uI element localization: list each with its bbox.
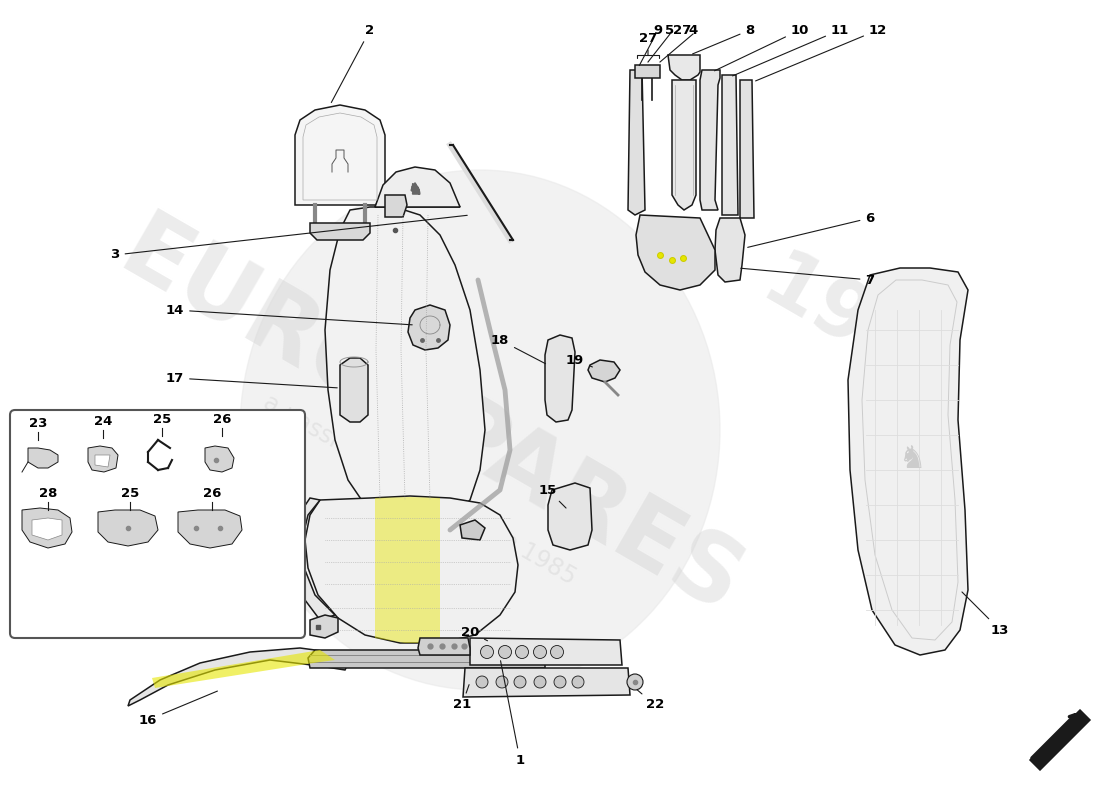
Text: 27: 27 bbox=[637, 31, 659, 58]
Polygon shape bbox=[305, 496, 518, 643]
Text: 10: 10 bbox=[715, 23, 810, 71]
Polygon shape bbox=[310, 615, 338, 638]
Ellipse shape bbox=[240, 170, 720, 690]
Text: 25: 25 bbox=[153, 413, 172, 426]
Polygon shape bbox=[463, 668, 630, 697]
Polygon shape bbox=[375, 173, 460, 207]
Text: 27: 27 bbox=[673, 23, 691, 37]
Circle shape bbox=[516, 646, 528, 658]
Polygon shape bbox=[95, 455, 110, 467]
Polygon shape bbox=[295, 105, 385, 205]
Text: 18: 18 bbox=[491, 334, 546, 364]
FancyBboxPatch shape bbox=[10, 410, 305, 638]
Text: 1: 1 bbox=[500, 661, 525, 766]
Polygon shape bbox=[740, 80, 754, 218]
Polygon shape bbox=[418, 638, 470, 655]
Polygon shape bbox=[88, 446, 118, 472]
Circle shape bbox=[534, 676, 546, 688]
Text: 195: 195 bbox=[748, 244, 932, 396]
Text: 12: 12 bbox=[756, 23, 887, 81]
Polygon shape bbox=[375, 497, 440, 643]
Polygon shape bbox=[848, 268, 968, 655]
Polygon shape bbox=[700, 70, 720, 210]
Circle shape bbox=[476, 676, 488, 688]
Polygon shape bbox=[544, 335, 575, 422]
Polygon shape bbox=[636, 215, 715, 290]
Circle shape bbox=[554, 676, 566, 688]
Circle shape bbox=[550, 646, 563, 658]
Polygon shape bbox=[310, 223, 370, 240]
Text: 4: 4 bbox=[689, 23, 697, 37]
Polygon shape bbox=[205, 446, 234, 472]
Polygon shape bbox=[98, 510, 158, 546]
Circle shape bbox=[572, 676, 584, 688]
Polygon shape bbox=[375, 167, 460, 207]
Text: 24: 24 bbox=[94, 415, 112, 428]
Polygon shape bbox=[672, 80, 696, 210]
Polygon shape bbox=[385, 195, 407, 217]
Text: 26: 26 bbox=[212, 413, 231, 426]
Text: 21: 21 bbox=[453, 685, 471, 711]
Polygon shape bbox=[178, 510, 242, 548]
Polygon shape bbox=[128, 648, 350, 706]
Circle shape bbox=[534, 646, 547, 658]
Polygon shape bbox=[1030, 710, 1090, 770]
Text: 5: 5 bbox=[666, 23, 674, 37]
Text: 11: 11 bbox=[733, 23, 849, 76]
Text: EUROSPARES: EUROSPARES bbox=[103, 205, 757, 635]
Text: 3: 3 bbox=[110, 215, 467, 262]
Text: 22: 22 bbox=[637, 690, 664, 711]
Polygon shape bbox=[324, 207, 485, 525]
Polygon shape bbox=[340, 358, 368, 422]
Circle shape bbox=[481, 646, 494, 658]
Text: 17: 17 bbox=[166, 371, 338, 388]
Polygon shape bbox=[722, 75, 738, 215]
Polygon shape bbox=[635, 65, 660, 78]
Text: 19: 19 bbox=[565, 354, 593, 367]
Polygon shape bbox=[152, 650, 336, 688]
Text: 28: 28 bbox=[39, 487, 57, 500]
Text: 7: 7 bbox=[740, 268, 874, 286]
Text: 2: 2 bbox=[331, 23, 375, 102]
Polygon shape bbox=[32, 518, 62, 540]
Polygon shape bbox=[715, 218, 745, 282]
Text: 8: 8 bbox=[693, 23, 755, 54]
Text: a passion for parts since 1985: a passion for parts since 1985 bbox=[260, 390, 581, 590]
Polygon shape bbox=[628, 70, 645, 215]
Polygon shape bbox=[460, 520, 485, 540]
Circle shape bbox=[627, 674, 644, 690]
Polygon shape bbox=[548, 483, 592, 550]
Text: 6: 6 bbox=[748, 211, 874, 247]
Text: 20: 20 bbox=[461, 626, 487, 641]
Polygon shape bbox=[408, 305, 450, 350]
Text: 9: 9 bbox=[639, 23, 662, 66]
Polygon shape bbox=[22, 508, 72, 548]
Text: 13: 13 bbox=[962, 592, 1009, 637]
Circle shape bbox=[514, 676, 526, 688]
Circle shape bbox=[496, 676, 508, 688]
Text: ♞: ♞ bbox=[899, 446, 926, 474]
Circle shape bbox=[498, 646, 512, 658]
Polygon shape bbox=[308, 650, 544, 668]
Polygon shape bbox=[470, 638, 622, 665]
Text: 23: 23 bbox=[29, 417, 47, 430]
Polygon shape bbox=[28, 448, 58, 468]
Text: 14: 14 bbox=[166, 303, 412, 325]
Text: 16: 16 bbox=[139, 691, 218, 726]
Text: 15: 15 bbox=[539, 483, 566, 508]
Polygon shape bbox=[292, 498, 336, 620]
Text: 25: 25 bbox=[121, 487, 139, 500]
Polygon shape bbox=[588, 360, 620, 382]
Polygon shape bbox=[668, 55, 700, 80]
Text: 26: 26 bbox=[202, 487, 221, 500]
